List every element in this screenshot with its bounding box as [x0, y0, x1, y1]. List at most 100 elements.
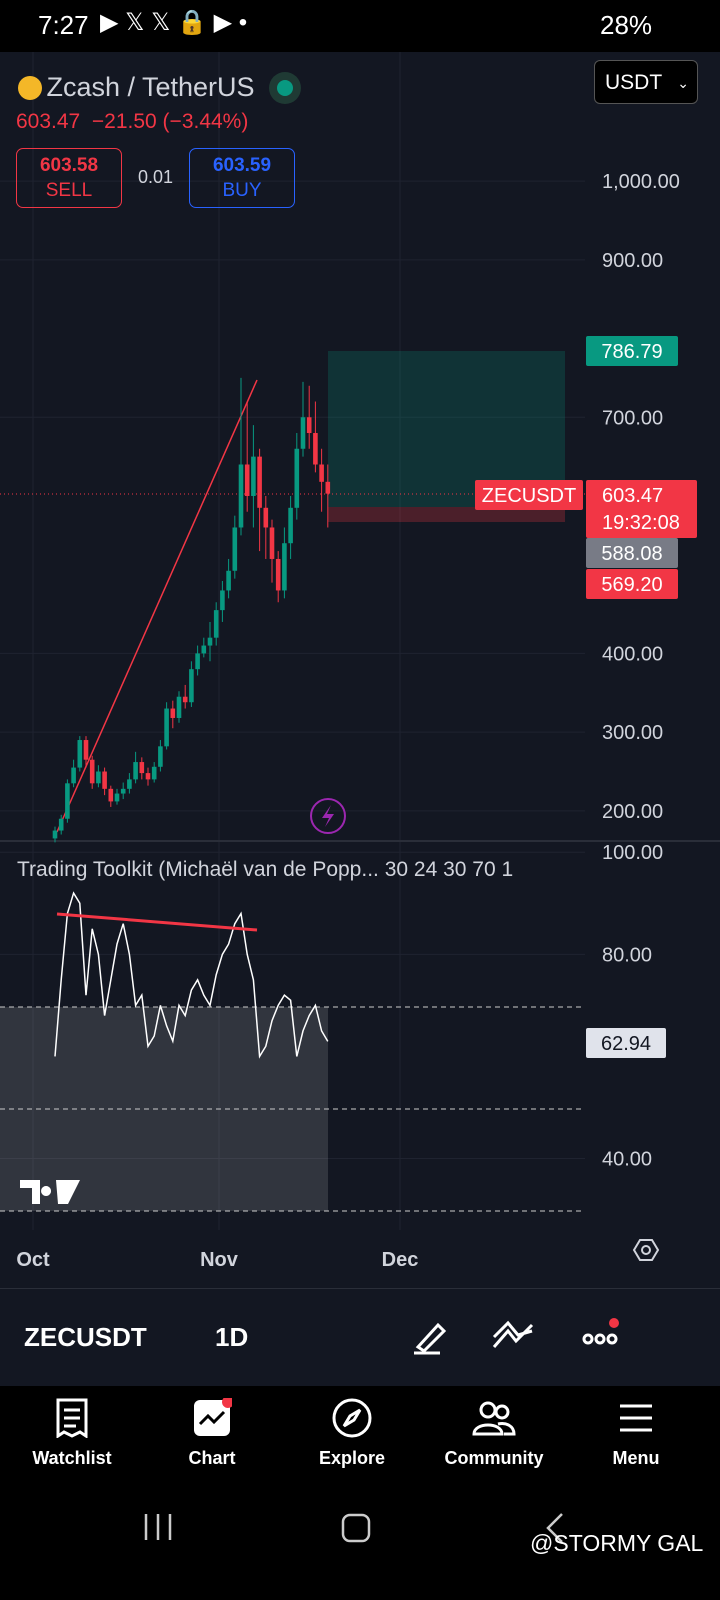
candle-body: [300, 417, 306, 449]
indicators-icon[interactable]: [492, 1320, 534, 1348]
toolbar-icons: [414, 1318, 619, 1355]
x-tick-label: Nov: [200, 1249, 239, 1271]
candle-body: [176, 696, 182, 718]
x-tick-label: Dec: [382, 1249, 419, 1271]
badge: [609, 1318, 619, 1328]
y-tick-label: 100.00: [602, 842, 663, 864]
quantity: 0.01: [138, 167, 174, 187]
draw-icon[interactable]: [414, 1322, 447, 1355]
candle-body: [294, 448, 300, 508]
toolbar: ZECUSDT 1D: [0, 1288, 720, 1387]
indicator-last-label: 62.94: [601, 1033, 651, 1055]
candle-body: [263, 507, 269, 528]
replay-icon: [310, 798, 346, 834]
system-nav: [144, 1513, 563, 1543]
last-price: 603.47: [16, 110, 81, 133]
candle-body: [108, 788, 114, 802]
candle-body: [195, 653, 200, 670]
toolbar-symbol[interactable]: ZECUSDT: [24, 1322, 147, 1352]
toolbar-interval[interactable]: 1D: [215, 1322, 249, 1352]
last-label: 603.47: [602, 485, 663, 507]
y-tick-label: 700.00: [602, 407, 663, 429]
notification-icons: ▶ 𝕏 𝕏 🔒 ▶ •: [100, 9, 248, 36]
more-icon: [606, 1333, 618, 1345]
sell-price: 603.58: [39, 155, 99, 176]
more-icon: [594, 1333, 606, 1345]
candle-body: [207, 637, 213, 646]
divergence-line: [56, 912, 258, 932]
stop-label: 569.20: [601, 574, 662, 596]
candle-body: [164, 708, 169, 747]
candle-body: [213, 610, 219, 638]
symbol-label-bg: [475, 480, 583, 510]
nav-label: Menu: [612, 1448, 660, 1468]
nav-item[interactable]: Menu: [566, 1398, 706, 1469]
candle-body: [232, 527, 238, 571]
candle-body: [89, 759, 95, 784]
bottom-nav: [0, 1386, 720, 1600]
countdown-label: 19:32:08: [602, 512, 680, 534]
candle-body: [220, 590, 225, 611]
nav-label: Chart: [188, 1448, 236, 1468]
candle-body: [189, 669, 194, 703]
y-tick-label: 900.00: [602, 250, 663, 272]
nav-item[interactable]: Watchlist: [2, 1398, 142, 1469]
market-open-dot: [277, 79, 293, 96]
candle-body: [120, 788, 126, 794]
nav-label: Explore: [318, 1448, 386, 1468]
stop-label-bg: [586, 569, 678, 599]
nav-item[interactable]: Chart: [142, 1398, 282, 1469]
candle-body: [288, 507, 293, 544]
candle-body: [114, 793, 120, 802]
change: −21.50 (−3.44%): [91, 110, 249, 133]
price-change: 603.47 −21.50 (−3.44%): [16, 110, 248, 134]
candle-body: [306, 417, 312, 434]
candle-body: [71, 767, 76, 784]
candle-body: [313, 433, 318, 465]
x-tick-label: Oct: [16, 1249, 50, 1271]
nav-item[interactable]: Explore: [282, 1398, 422, 1469]
nav-item[interactable]: Community: [424, 1398, 564, 1469]
candle-body: [102, 771, 107, 789]
trendline: [56, 379, 258, 833]
battery: 28%: [600, 10, 653, 40]
chart-area: 1,000.00 900.00 700.00 400.00 300.00 200.00 10…: [0, 52, 720, 1271]
candle-body: [52, 830, 58, 839]
last-bg: [586, 480, 697, 538]
target-label-bg: [586, 336, 678, 366]
sell-label: SELL: [45, 180, 93, 201]
candle-body: [257, 456, 262, 508]
stop-zone: [328, 507, 565, 522]
y-tick-label: 200.00: [602, 801, 663, 823]
candle-body: [325, 481, 331, 494]
candle-body: [139, 762, 145, 774]
target-label: 786.79: [601, 341, 662, 363]
candle-body: [319, 464, 324, 482]
status-bar: 7:27 28% ▶ 𝕏 𝕏 🔒 ▶ •: [0, 0, 720, 52]
coin-icon: [18, 75, 42, 100]
more-icon[interactable]: [582, 1333, 594, 1345]
entry-label-bg: [586, 538, 678, 568]
y-tick-label: 300.00: [602, 722, 663, 744]
indicator-last-label-bg: [586, 1028, 666, 1058]
candle-body: [226, 570, 231, 591]
y-tick-label: 1,000.00: [602, 171, 680, 193]
y-tick-label: 400.00: [602, 643, 663, 665]
candle-body: [83, 740, 89, 760]
nav-label: Community: [444, 1448, 544, 1468]
indicator-line: [54, 891, 329, 1059]
sell-button[interactable]: 603.58 SELL: [16, 148, 122, 208]
y-tick-label: 40.00: [602, 1149, 652, 1171]
candle-body: [145, 773, 151, 780]
nav-label: Watchlist: [32, 1448, 112, 1468]
candle-body: [201, 645, 207, 654]
currency: USDT: [605, 71, 663, 94]
candle-body: [282, 543, 287, 591]
indicator-title: Trading Toolkit (Michaël van de Popp... …: [17, 858, 514, 881]
buy-label: BUY: [222, 180, 262, 201]
buy-button[interactable]: 603.59 BUY: [189, 148, 295, 208]
symbol-row: Zcash / TetherUS: [18, 72, 293, 103]
currency-select[interactable]: USDT ⌄: [594, 60, 698, 104]
candle-body: [77, 740, 83, 768]
